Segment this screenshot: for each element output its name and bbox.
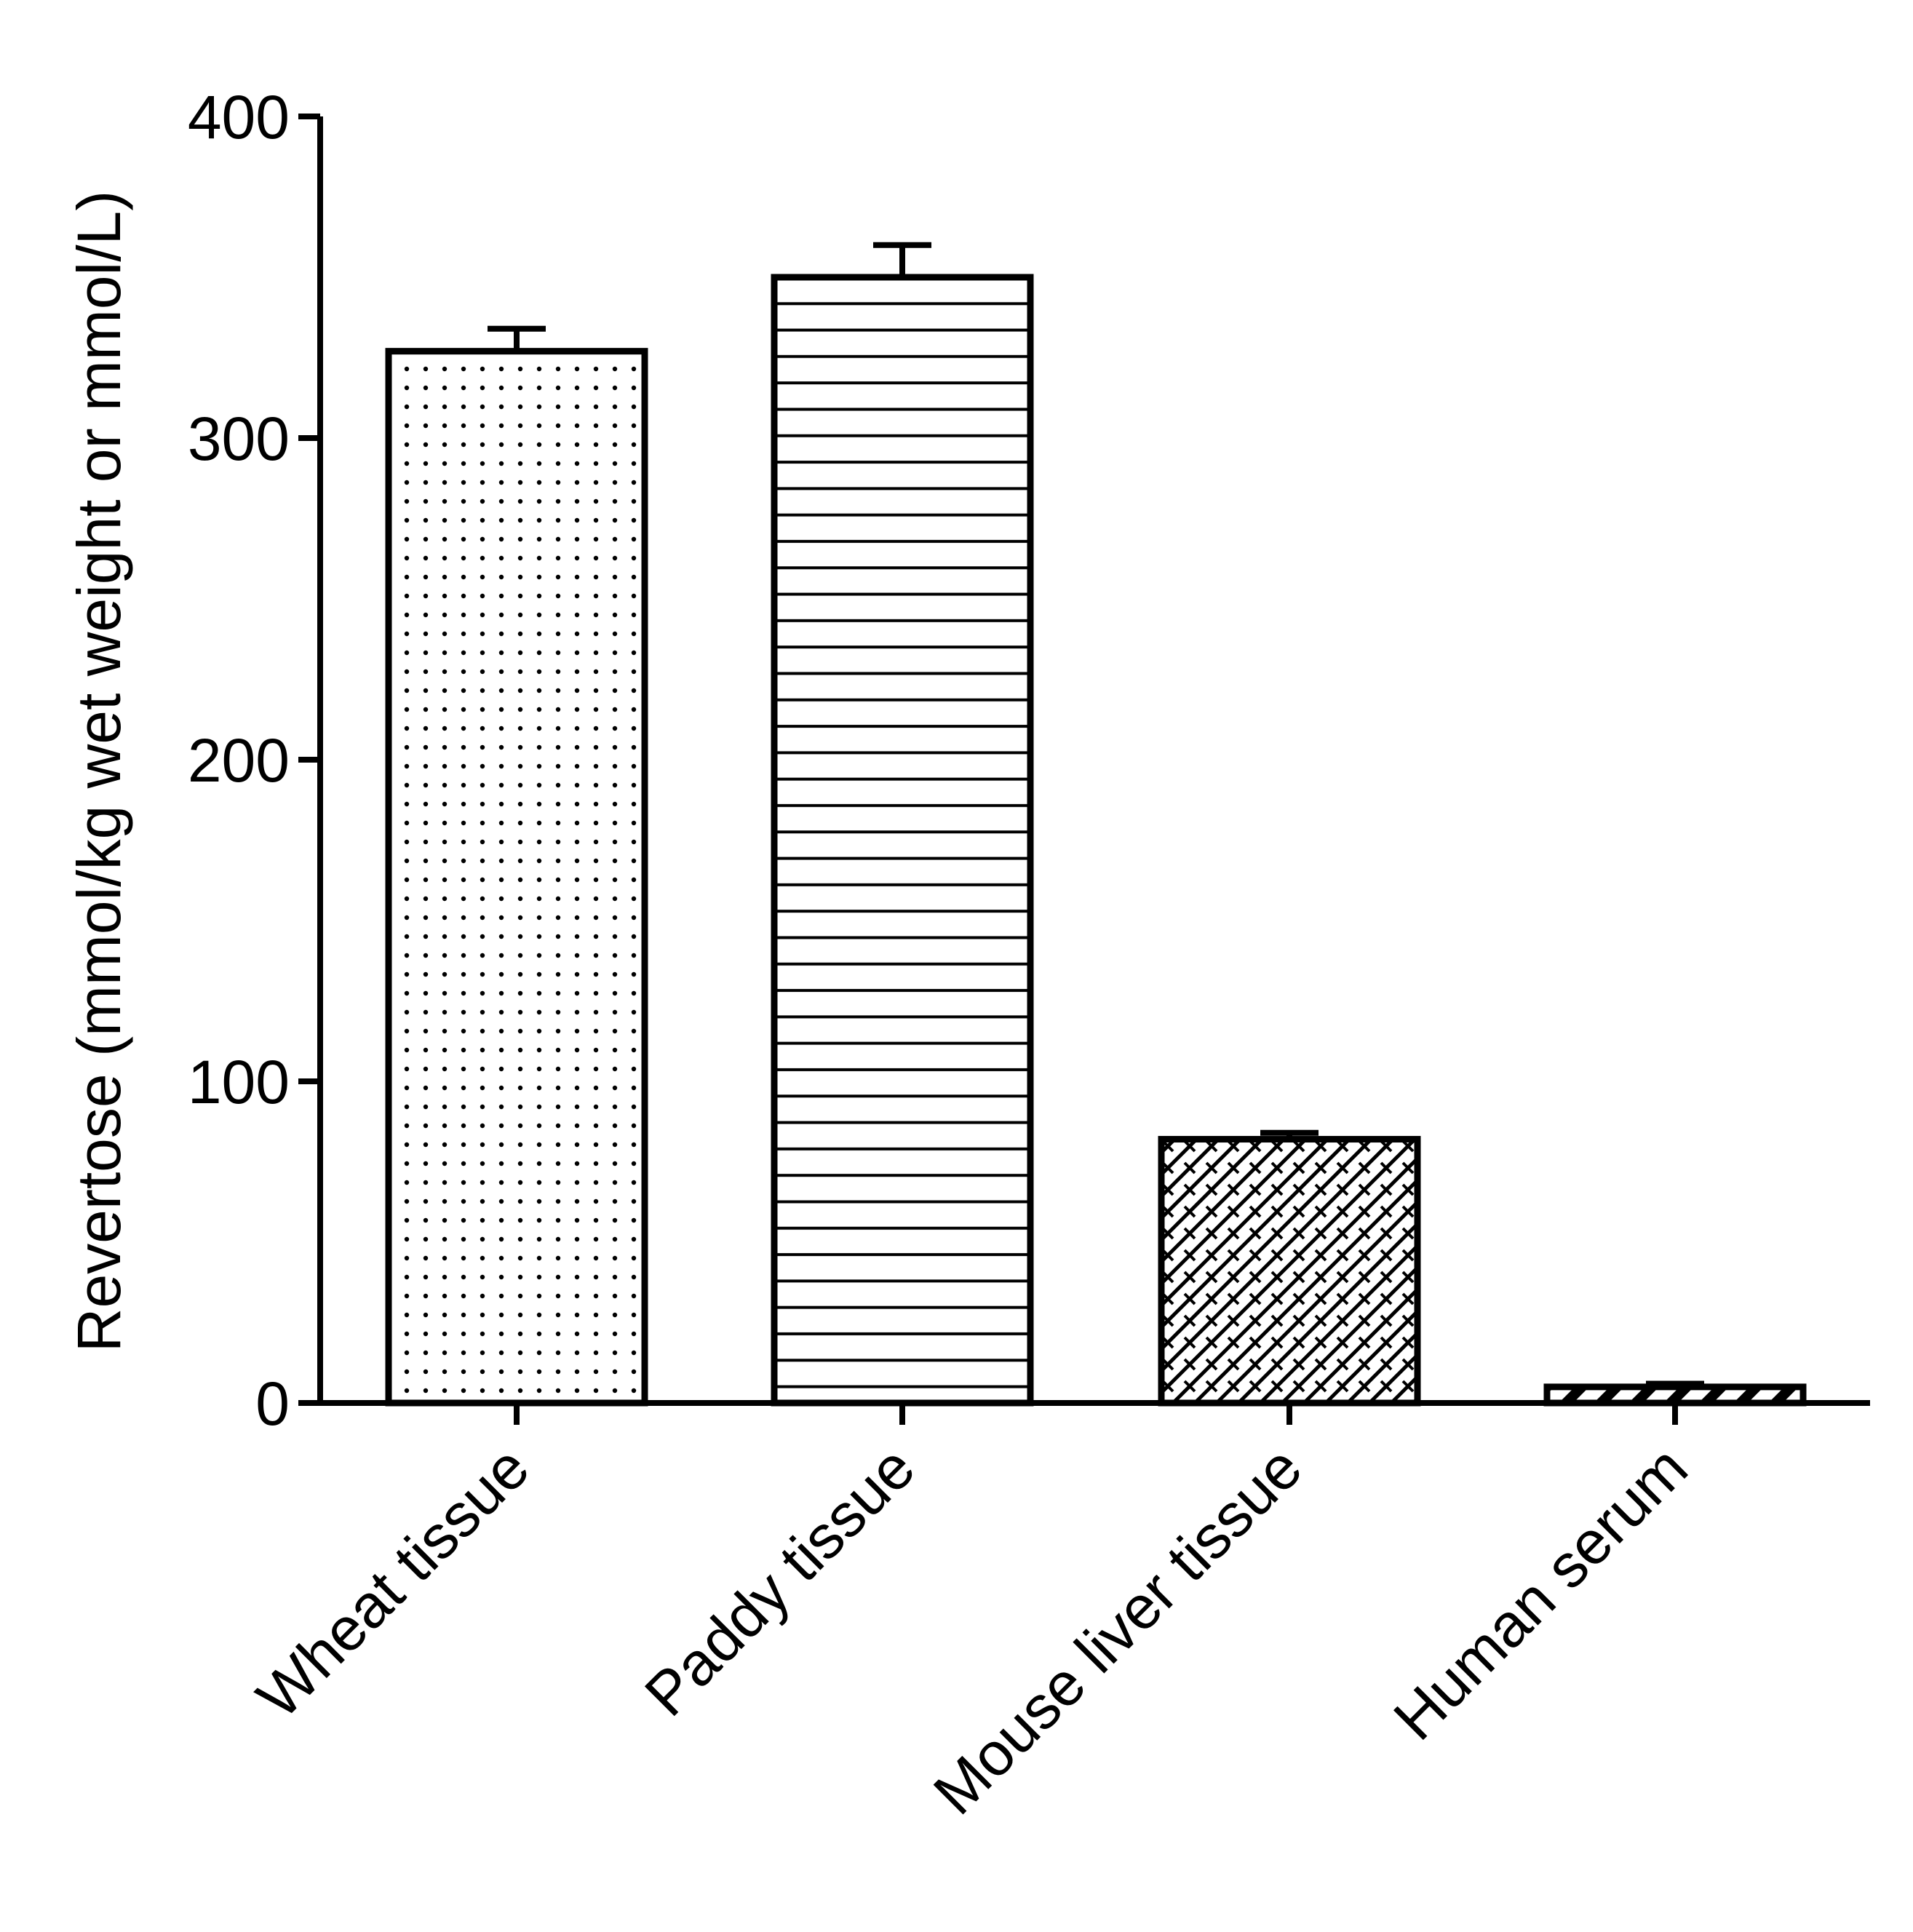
y-tick-label: 200 <box>188 726 290 795</box>
bar <box>771 274 1034 1407</box>
x-tick-label: Paddy tissue <box>632 1433 928 1729</box>
bars <box>385 242 1807 1407</box>
y-axis-title: Revertose (mmol/kg wet weight or mmol/L) <box>65 191 133 1352</box>
y-tick-label: 300 <box>188 405 290 473</box>
y-tick-label: 400 <box>188 83 290 151</box>
bar <box>385 348 648 1407</box>
bar <box>1158 1136 1421 1407</box>
x-tick-label: Human serum <box>1380 1433 1700 1752</box>
y-axis: 0 100 200 300 400 <box>188 83 323 1438</box>
y-tick-label: 100 <box>188 1048 290 1116</box>
x-tick-label: Wheat tissue <box>244 1433 542 1731</box>
x-tick-label: Mouse liver tissue <box>920 1433 1315 1827</box>
y-tick-label: 0 <box>255 1370 290 1438</box>
